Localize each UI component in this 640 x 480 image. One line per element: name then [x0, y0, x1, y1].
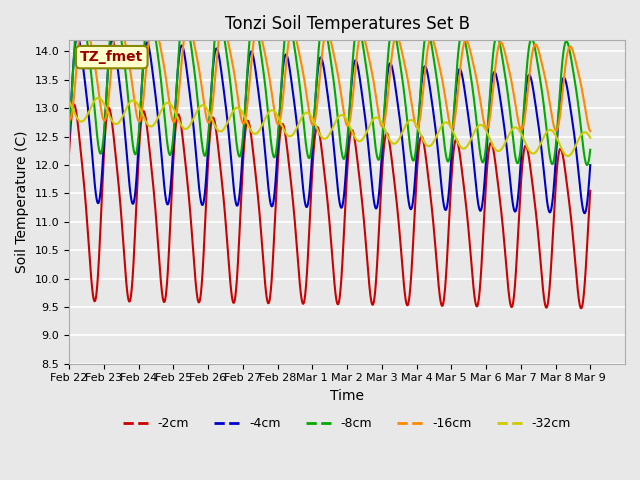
-16cm: [305, 108, 313, 113]
-4cm: [572, 141, 579, 147]
Line: -16cm: -16cm: [69, 16, 590, 131]
-8cm: [319, 19, 326, 24]
Legend: -2cm, -4cm, -8cm, -16cm, -32cm: -2cm, -4cm, -8cm, -16cm, -32cm: [118, 412, 576, 435]
-4cm: [92, 192, 100, 197]
-4cm: [65, 139, 73, 145]
-16cm: [572, 56, 579, 62]
-32cm: [95, 95, 102, 101]
-8cm: [583, 162, 591, 168]
-2cm: [65, 151, 73, 156]
-2cm: [92, 295, 100, 300]
-2cm: [577, 305, 585, 311]
Text: TZ_fmet: TZ_fmet: [80, 50, 143, 64]
-2cm: [319, 156, 326, 161]
-8cm: [586, 147, 594, 153]
-2cm: [70, 102, 78, 108]
-8cm: [92, 120, 100, 126]
-16cm: [572, 58, 579, 63]
-4cm: [572, 139, 579, 144]
Line: -32cm: -32cm: [69, 98, 590, 156]
-4cm: [319, 60, 326, 65]
-2cm: [572, 258, 579, 264]
Title: Tonzi Soil Temperatures Set B: Tonzi Soil Temperatures Set B: [225, 15, 470, 33]
Line: -2cm: -2cm: [69, 105, 590, 308]
-32cm: [319, 135, 326, 141]
-8cm: [305, 155, 313, 161]
-16cm: [92, 69, 100, 74]
-2cm: [586, 188, 594, 193]
-16cm: [80, 13, 88, 19]
-16cm: [586, 128, 594, 134]
Line: -8cm: -8cm: [69, 1, 590, 165]
-32cm: [564, 153, 572, 159]
-8cm: [65, 131, 73, 137]
-32cm: [586, 135, 594, 141]
-16cm: [476, 94, 484, 100]
-8cm: [572, 80, 579, 86]
-32cm: [572, 144, 579, 149]
Line: -4cm: -4cm: [69, 36, 590, 213]
-32cm: [476, 122, 484, 128]
-32cm: [92, 96, 99, 102]
-4cm: [74, 34, 81, 39]
-8cm: [76, 0, 84, 4]
-2cm: [572, 262, 579, 267]
-16cm: [65, 117, 73, 122]
Y-axis label: Soil Temperature (C): Soil Temperature (C): [15, 131, 29, 273]
-16cm: [319, 46, 326, 51]
-2cm: [305, 234, 313, 240]
-4cm: [476, 207, 484, 213]
-2cm: [476, 288, 484, 293]
-32cm: [572, 143, 579, 149]
-4cm: [305, 194, 313, 200]
-4cm: [580, 210, 588, 216]
X-axis label: Time: Time: [330, 389, 364, 403]
-32cm: [305, 110, 313, 116]
-8cm: [572, 82, 579, 88]
-8cm: [476, 147, 484, 153]
-4cm: [586, 162, 594, 168]
-32cm: [65, 98, 73, 104]
